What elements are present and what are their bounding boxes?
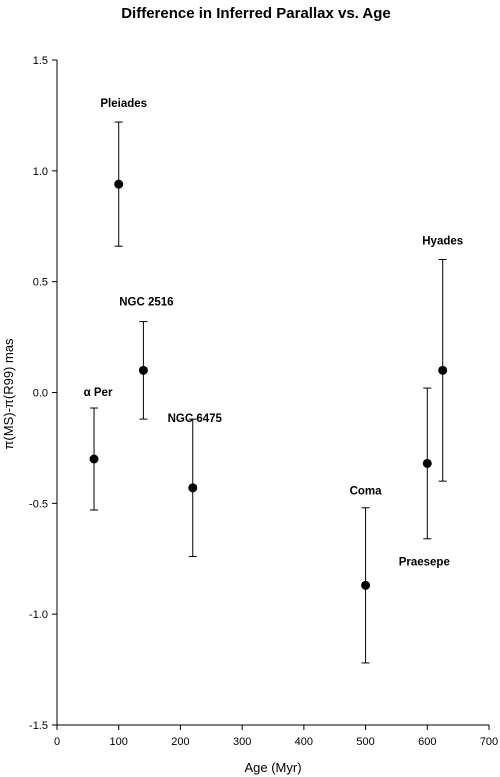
- x-tick-label: 100: [110, 736, 128, 748]
- point-label: Praesepe: [399, 556, 450, 568]
- data-point: [438, 365, 448, 375]
- x-tick-label: 400: [295, 736, 313, 748]
- point-label: α Per: [84, 387, 113, 399]
- ticks: 0 100 200 300 400 500 600 700 -1.5 -1.0 -0.5 0.0 0.5…: [29, 55, 498, 748]
- data-point-group: NGC 6475: [168, 413, 223, 558]
- data-point-group: Pleiades: [100, 98, 147, 247]
- x-tick-label: 300: [233, 736, 251, 748]
- chart-title: Difference in Inferred Parallax vs. Age: [121, 5, 391, 22]
- y-tick-label: -1.5: [29, 720, 48, 732]
- point-label: NGC 2516: [119, 296, 173, 308]
- data-point: [188, 483, 198, 493]
- data-point: [138, 365, 148, 375]
- data-point: [422, 458, 432, 468]
- point-label: Hyades: [422, 235, 463, 247]
- data-point-group: Praesepe: [399, 387, 450, 568]
- point-label: Pleiades: [100, 98, 147, 110]
- x-tick-label: 200: [171, 736, 189, 748]
- data-point: [114, 179, 124, 189]
- y-tick-label: -1.0: [29, 609, 48, 621]
- data-point: [361, 580, 371, 590]
- x-tick-label: 600: [418, 736, 436, 748]
- y-axis-label: π(MS)-π(R99) mas: [1, 338, 16, 450]
- y-tick-label: 0.5: [33, 277, 48, 289]
- y-tick-label: 1.5: [33, 55, 48, 67]
- point-label: NGC 6475: [168, 413, 223, 425]
- y-tick-label: -0.5: [29, 498, 48, 510]
- data-marks: α Per Pleiades NGC 2516 NGC 6475 Coma Praesep…: [84, 98, 463, 664]
- point-label: Coma: [350, 485, 383, 497]
- data-point-group: Coma: [350, 485, 383, 664]
- x-axis-label: Age (Myr): [244, 760, 301, 775]
- data-point: [89, 454, 99, 464]
- x-tick-label: 500: [356, 736, 374, 748]
- x-tick-label: 0: [54, 736, 60, 748]
- data-point-group: Hyades: [422, 235, 463, 482]
- axes: [56, 60, 489, 726]
- data-point-group: NGC 2516: [119, 296, 174, 420]
- data-point-group: α Per: [84, 387, 113, 511]
- y-tick-label: 0.0: [33, 388, 48, 400]
- y-tick-label: 1.0: [33, 166, 48, 178]
- x-tick-label: 700: [480, 736, 498, 748]
